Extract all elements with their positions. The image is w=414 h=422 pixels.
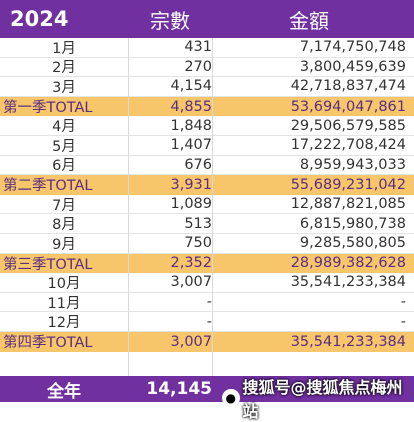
month-row: 9月 750 9,285,580,805 xyxy=(0,234,414,254)
row-count: 1,848 xyxy=(170,117,212,134)
row-label: 4月 xyxy=(52,119,76,136)
row-amount: 6,815,980,738 xyxy=(299,215,406,232)
row-count: 3,007 xyxy=(170,274,212,291)
row-count: 1,407 xyxy=(170,137,212,154)
row-count: 750 xyxy=(184,235,212,252)
column-divider xyxy=(128,38,129,376)
row-label: 第四季TOTAL xyxy=(3,335,93,352)
row-label: 6月 xyxy=(52,158,76,175)
paw-icon: ● xyxy=(222,389,240,407)
row-label: 2月 xyxy=(52,60,76,77)
row-amount: 17,222,708,424 xyxy=(290,137,406,154)
row-amount: 12,887,821,085 xyxy=(290,196,406,213)
month-row: 5月 1,407 17,222,708,424 xyxy=(0,136,414,156)
month-row: 3月 4,154 42,718,837,474 xyxy=(0,77,414,97)
quarter-total-row: 第一季TOTAL 4,855 53,694,047,861 xyxy=(0,96,414,117)
watermark-text: 搜狐号@搜狐焦点梅州站 xyxy=(242,378,403,421)
column-divider xyxy=(212,38,213,376)
row-label: 3月 xyxy=(52,79,76,96)
row-label: 第二季TOTAL xyxy=(3,178,93,195)
row-label: 8月 xyxy=(52,217,76,234)
month-row: 8月 513 6,815,980,738 xyxy=(0,214,414,234)
annual-total-row: 全年 14,145 xyxy=(0,376,414,402)
row-count: 3,931 xyxy=(170,176,212,193)
row-count: 4,154 xyxy=(170,78,212,95)
row-amount: 55,689,231,042 xyxy=(290,176,406,193)
row-label: 1月 xyxy=(52,40,76,57)
month-row: 10月 3,007 35,541,233,384 xyxy=(0,273,414,293)
row-count: 4,855 xyxy=(170,98,212,115)
row-count: - xyxy=(206,294,212,311)
quarter-total-row: 第三季TOTAL 2,352 28,989,382,628 xyxy=(0,253,414,274)
row-amount: 7,174,750,748 xyxy=(299,39,406,56)
row-amount: 29,506,579,585 xyxy=(290,117,406,134)
row-label: 7月 xyxy=(52,197,76,214)
row-label: 10月 xyxy=(47,275,81,292)
row-count: 270 xyxy=(184,58,212,75)
row-label: 12月 xyxy=(47,315,81,332)
row-count: 676 xyxy=(184,156,212,173)
row-count: 431 xyxy=(184,39,212,56)
row-amount: 8,959,943,033 xyxy=(299,156,406,173)
row-count: 1,089 xyxy=(170,196,212,213)
row-amount: 9,285,580,805 xyxy=(299,235,406,252)
amount-heading: 金額 xyxy=(289,8,329,33)
row-label: 5月 xyxy=(52,138,76,155)
table-header: 2024 宗數 金額 xyxy=(0,0,414,38)
row-amount: 53,694,047,861 xyxy=(290,98,406,115)
month-row: 6月 676 8,959,943,033 xyxy=(0,155,414,176)
row-amount: 3,800,459,639 xyxy=(299,58,406,75)
month-row: 1月 431 7,174,750,748 xyxy=(0,38,414,58)
row-count: - xyxy=(206,313,212,330)
annual-total-label: 全年 xyxy=(47,381,81,402)
count-heading: 宗數 xyxy=(150,8,190,33)
year-heading: 2024 xyxy=(10,7,69,31)
watermark: ● 搜狐号@搜狐焦点梅州站 xyxy=(222,374,414,422)
month-row: 11月 - - xyxy=(0,292,414,313)
row-amount: 42,718,837,474 xyxy=(290,78,406,95)
row-label: 9月 xyxy=(52,236,76,253)
row-label: 第一季TOTAL xyxy=(3,100,93,117)
month-row: 12月 - - xyxy=(0,312,414,332)
annual-total-count: 14,145 xyxy=(146,379,212,399)
row-label: 11月 xyxy=(47,295,81,312)
row-count: 513 xyxy=(184,215,212,232)
quarter-total-row: 第二季TOTAL 3,931 55,689,231,042 xyxy=(0,175,414,195)
row-label: 第三季TOTAL xyxy=(3,256,93,273)
row-count: 3,007 xyxy=(170,333,212,350)
quarter-total-row: 第四季TOTAL 3,007 35,541,233,384 xyxy=(0,332,414,352)
month-row: 4月 1,848 29,506,579,585 xyxy=(0,116,414,136)
month-row: 7月 1,089 12,887,821,085 xyxy=(0,194,414,215)
row-amount: 35,541,233,384 xyxy=(290,274,406,291)
row-amount: - xyxy=(400,313,406,330)
month-row: 2月 270 3,800,459,639 xyxy=(0,57,414,78)
row-amount: - xyxy=(400,294,406,311)
row-amount: 28,989,382,628 xyxy=(290,255,406,272)
row-count: 2,352 xyxy=(170,255,212,272)
row-amount: 35,541,233,384 xyxy=(290,333,406,350)
